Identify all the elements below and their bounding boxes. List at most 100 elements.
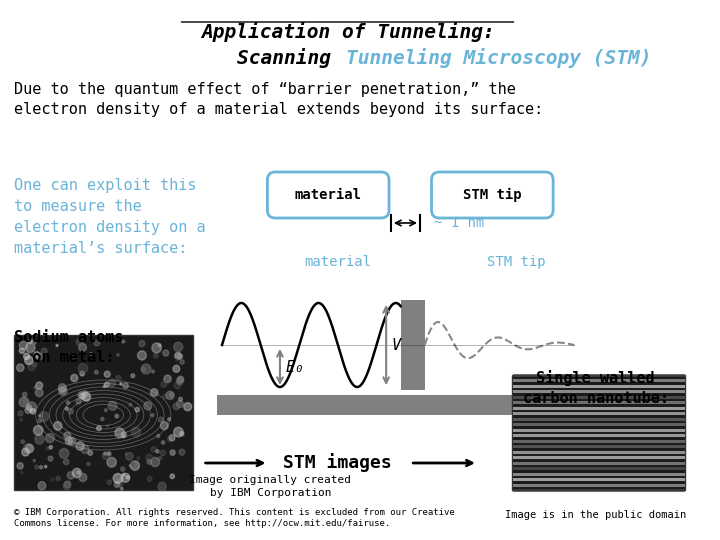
Text: V: V — [392, 338, 401, 353]
Circle shape — [39, 415, 41, 417]
Circle shape — [89, 353, 92, 355]
Circle shape — [120, 487, 123, 490]
Text: STM images: STM images — [284, 454, 392, 472]
Circle shape — [68, 409, 73, 414]
Circle shape — [79, 474, 87, 482]
Circle shape — [113, 474, 122, 483]
Circle shape — [41, 348, 47, 354]
Circle shape — [54, 422, 62, 430]
Text: Image is in the public domain: Image is in the public domain — [505, 510, 686, 520]
Circle shape — [130, 461, 140, 470]
Circle shape — [152, 343, 161, 353]
Circle shape — [19, 348, 24, 354]
Circle shape — [166, 391, 174, 400]
Circle shape — [38, 419, 42, 423]
Circle shape — [173, 365, 180, 372]
Circle shape — [56, 476, 60, 481]
Circle shape — [139, 341, 145, 347]
Circle shape — [147, 460, 151, 464]
Circle shape — [31, 340, 36, 345]
Circle shape — [178, 376, 184, 382]
Circle shape — [78, 343, 86, 352]
Circle shape — [179, 449, 185, 455]
Circle shape — [108, 401, 117, 410]
Circle shape — [49, 446, 53, 449]
Text: Single walled
carbon nanotube:: Single walled carbon nanotube: — [523, 370, 669, 406]
Circle shape — [24, 443, 32, 453]
Circle shape — [152, 370, 154, 373]
Circle shape — [126, 476, 130, 479]
Circle shape — [28, 363, 35, 370]
Circle shape — [38, 482, 46, 490]
Circle shape — [174, 382, 181, 389]
Circle shape — [158, 344, 161, 347]
Circle shape — [115, 414, 119, 418]
Circle shape — [101, 417, 104, 421]
Circle shape — [117, 354, 119, 356]
Circle shape — [169, 435, 175, 441]
Text: material: material — [305, 255, 372, 269]
Text: © IBM Corporation. All rights reserved. This content is excluded from our Creati: © IBM Corporation. All rights reserved. … — [14, 508, 455, 528]
Circle shape — [184, 403, 192, 411]
Circle shape — [66, 437, 73, 444]
Circle shape — [114, 482, 120, 488]
Circle shape — [45, 434, 55, 443]
Circle shape — [141, 364, 151, 374]
Circle shape — [160, 450, 166, 456]
Circle shape — [121, 473, 130, 482]
Circle shape — [32, 362, 37, 367]
Circle shape — [58, 384, 66, 392]
Circle shape — [104, 409, 107, 411]
Circle shape — [76, 399, 81, 404]
Circle shape — [22, 448, 30, 456]
Circle shape — [76, 339, 83, 346]
Text: E₀: E₀ — [286, 361, 304, 375]
Circle shape — [40, 465, 42, 469]
FancyBboxPatch shape — [267, 172, 389, 218]
Circle shape — [158, 482, 166, 491]
Circle shape — [176, 359, 178, 361]
Circle shape — [78, 392, 85, 399]
Circle shape — [84, 394, 90, 401]
Circle shape — [107, 453, 110, 455]
Circle shape — [116, 480, 122, 487]
Circle shape — [168, 417, 171, 421]
Circle shape — [173, 403, 179, 410]
Circle shape — [25, 407, 31, 414]
Circle shape — [129, 403, 132, 406]
Circle shape — [163, 394, 167, 399]
Text: Scanning: Scanning — [237, 48, 343, 68]
Circle shape — [104, 452, 107, 455]
Circle shape — [174, 427, 183, 437]
Bar — [400, 300, 425, 390]
Circle shape — [120, 383, 122, 385]
Circle shape — [19, 397, 28, 407]
Circle shape — [96, 426, 102, 430]
Circle shape — [104, 382, 109, 387]
Circle shape — [94, 370, 98, 374]
Circle shape — [135, 407, 140, 412]
Circle shape — [141, 367, 145, 372]
Circle shape — [28, 339, 32, 344]
Circle shape — [17, 364, 24, 372]
Circle shape — [103, 385, 105, 388]
Circle shape — [78, 363, 88, 373]
Text: Sodium atoms
  on metal:: Sodium atoms on metal: — [14, 330, 124, 365]
Circle shape — [153, 353, 158, 358]
Circle shape — [107, 480, 112, 484]
Circle shape — [34, 352, 40, 357]
Circle shape — [107, 425, 109, 427]
Circle shape — [51, 478, 54, 481]
Bar — [217, 395, 570, 415]
Text: Due to the quantum effect of “barrier penetration,” the
electron density of a ma: Due to the quantum effect of “barrier pe… — [14, 82, 544, 117]
Circle shape — [177, 354, 183, 359]
Circle shape — [167, 437, 172, 442]
Circle shape — [27, 405, 32, 410]
Circle shape — [36, 353, 42, 360]
Text: Application of Tunneling:: Application of Tunneling: — [201, 22, 495, 42]
Bar — [512, 375, 685, 490]
Circle shape — [45, 465, 47, 468]
Circle shape — [176, 401, 184, 408]
Circle shape — [148, 476, 152, 481]
Circle shape — [156, 450, 159, 453]
